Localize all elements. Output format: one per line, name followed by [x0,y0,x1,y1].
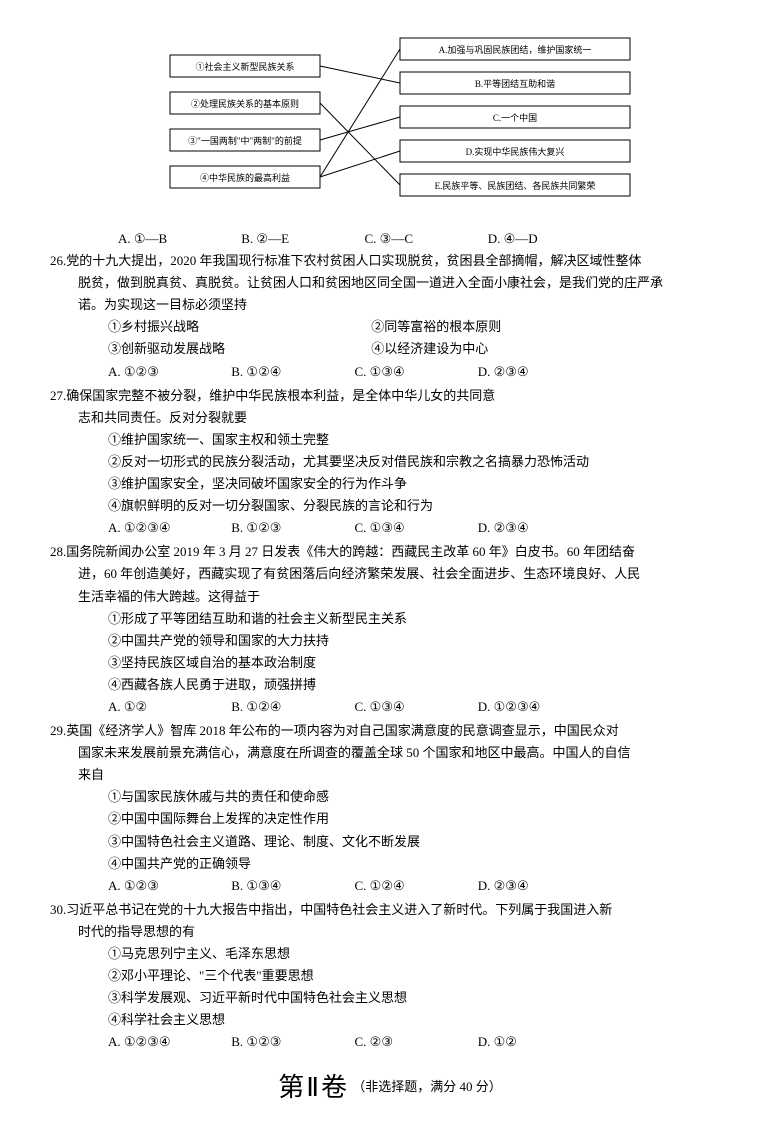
q26-stem-1: 党的十九大提出，2020 年我国现行标准下农村贫困人口实现脱贫，贫困县全部摘帽，… [66,253,641,268]
right-box-a: A.加强与巩固民族团结，维护国家统一 [439,44,592,55]
q27-stem-2: 志和共同责任。反对分裂就要 [50,407,730,429]
q29-d: D. ②③④ [478,875,598,897]
q26-b: B. ①②④ [231,361,351,383]
question-29: 29.英国《经济学人》智库 2018 年公布的一项内容为对自己国家满意度的民意调… [50,720,730,897]
right-box-c: C.一个中国 [493,112,537,123]
q27-num: 27. [50,388,66,403]
left-box-3: ③"一国两制"中"两制"的前提 [188,135,302,146]
right-box-e: E.民族平等、民族团结、各民族共同繁荣 [435,180,596,191]
left-box-2: ②处理民族关系的基本原则 [191,98,299,109]
q30-a: A. ①②③④ [108,1031,228,1053]
q29-c: C. ①②④ [355,875,475,897]
q29-s4: ④中国共产党的正确领导 [50,853,730,875]
q28-b: B. ①②④ [231,696,351,718]
section-2-small: （非选择题，满分 40 分） [352,1080,502,1095]
right-box-d: D.实现中华民族伟大复兴 [466,146,565,157]
q29-stem-3: 来自 [50,764,730,786]
q29-s3: ③中国特色社会主义道路、理论、制度、文化不断发展 [50,831,730,853]
q27-s4: ④旗帜鲜明的反对一切分裂国家、分裂民族的言论和行为 [50,495,730,517]
q28-stem-2: 进，60 年创造美好，西藏实现了有贫困落后向经济繁荣发展、社会全面进步、生态环境… [50,563,730,585]
q30-s1: ①马克思列宁主义、毛泽东思想 [50,943,730,965]
q30-stem-1: 习近平总书记在党的十九大报告中指出，中国特色社会主义进入了新时代。下列属于我国进… [66,902,612,917]
q27-a: A. ①②③④ [108,517,228,539]
q29-a: A. ①②③ [108,875,228,897]
q27-b: B. ①②③ [231,517,351,539]
q30-b: B. ①②③ [231,1031,351,1053]
q26-s3: ③创新驱动发展战略 [108,338,368,360]
q26-stem-2: 脱贫，做到脱真贫、真脱贫。让贫困人口和贫困地区同全国一道进入全面小康社会，是我们… [50,272,730,294]
q27-d: D. ②③④ [478,517,598,539]
q28-stem-3: 生活幸福的伟大跨越。这得益于 [50,586,730,608]
q30-s4: ④科学社会主义思想 [50,1009,730,1031]
q25-opt-b: B. ②—E [241,228,361,250]
section-2-title: 第Ⅱ卷 （非选择题，满分 40 分） [50,1065,730,1109]
q27-stem-1: 确保国家完整不被分裂，维护中华民族根本利益，是全体中华儿女的共同意 [66,388,495,403]
q26-stem-3: 诺。为实现这一目标必须坚持 [50,294,730,316]
q26-s4: ④以经济建设为中心 [371,338,631,360]
q26-c: C. ①③④ [355,361,475,383]
section-2-big: 第Ⅱ卷 [278,1072,349,1102]
question-28: 28.国务院新闻办公室 2019 年 3 月 27 日发表《伟大的跨越：西藏民主… [50,541,730,718]
question-27: 27.确保国家完整不被分裂，维护中华民族根本利益，是全体中华儿女的共同意 志和共… [50,385,730,540]
q26-num: 26. [50,253,66,268]
q28-d: D. ①②③④ [478,696,598,718]
q28-stem-1: 国务院新闻办公室 2019 年 3 月 27 日发表《伟大的跨越：西藏民主改革 … [66,544,635,559]
q28-s3: ③坚持民族区域自治的基本政治制度 [50,652,730,674]
right-box-b: B.平等团结互助和谐 [475,78,555,89]
left-box-1: ①社会主义新型民族关系 [195,61,294,72]
q28-s4: ④西藏各族人民勇于进取，顽强拼搏 [50,674,730,696]
q25-opt-a: A. ①—B [118,228,238,250]
q27-s2: ②反对一切形式的民族分裂活动，尤其要坚决反对借民族和宗教之名搞暴力恐怖活动 [50,451,730,473]
q26-a: A. ①②③ [108,361,228,383]
diagram-svg: ①社会主义新型民族关系 ②处理民族关系的基本原则 ③"一国两制"中"两制"的前提… [130,30,650,220]
q29-num: 29. [50,723,66,738]
question-30: 30.习近平总书记在党的十九大报告中指出，中国特色社会主义进入了新时代。下列属于… [50,899,730,1054]
q29-s2: ②中国中国际舞台上发挥的决定性作用 [50,808,730,830]
q25-opt-c: C. ③—C [365,228,485,250]
q26-s2: ②同等富裕的根本原则 [371,316,631,338]
q30-stem-2: 时代的指导思想的有 [50,921,730,943]
q25-opt-d: D. ④—D [488,228,608,250]
q28-s1: ①形成了平等团结互助和谐的社会主义新型民主关系 [50,608,730,630]
q29-s1: ①与国家民族休戚与共的责任和使命感 [50,786,730,808]
q28-num: 28. [50,544,66,559]
q29-b: B. ①③④ [231,875,351,897]
q29-stem-2: 国家未来发展前景充满信心，满意度在所调查的覆盖全球 50 个国家和地区中最高。中… [50,742,730,764]
q30-d: D. ①② [478,1031,598,1053]
q30-c: C. ②③ [355,1031,475,1053]
matching-diagram: ①社会主义新型民族关系 ②处理民族关系的基本原则 ③"一国两制"中"两制"的前提… [50,30,730,220]
q30-s2: ②邓小平理论、"三个代表"重要思想 [50,965,730,987]
q28-a: A. ①② [108,696,228,718]
q28-c: C. ①③④ [355,696,475,718]
q29-stem-1: 英国《经济学人》智库 2018 年公布的一项内容为对自己国家满意度的民意调查显示… [66,723,619,738]
q26-d: D. ②③④ [478,361,598,383]
q30-num: 30. [50,902,66,917]
q28-s2: ②中国共产党的领导和国家的大力扶持 [50,630,730,652]
q27-c: C. ①③④ [355,517,475,539]
q27-s1: ①维护国家统一、国家主权和领土完整 [50,429,730,451]
question-26: 26.党的十九大提出，2020 年我国现行标准下农村贫困人口实现脱贫，贫困县全部… [50,250,730,383]
q27-s3: ③维护国家安全，坚决同破坏国家安全的行为作斗争 [50,473,730,495]
q25-options: A. ①—B B. ②—E C. ③—C D. ④—D [50,228,730,250]
q26-s1: ①乡村振兴战略 [108,316,368,338]
left-box-4: ④中华民族的最高利益 [200,172,290,183]
q30-s3: ③科学发展观、习近平新时代中国特色社会主义思想 [50,987,730,1009]
